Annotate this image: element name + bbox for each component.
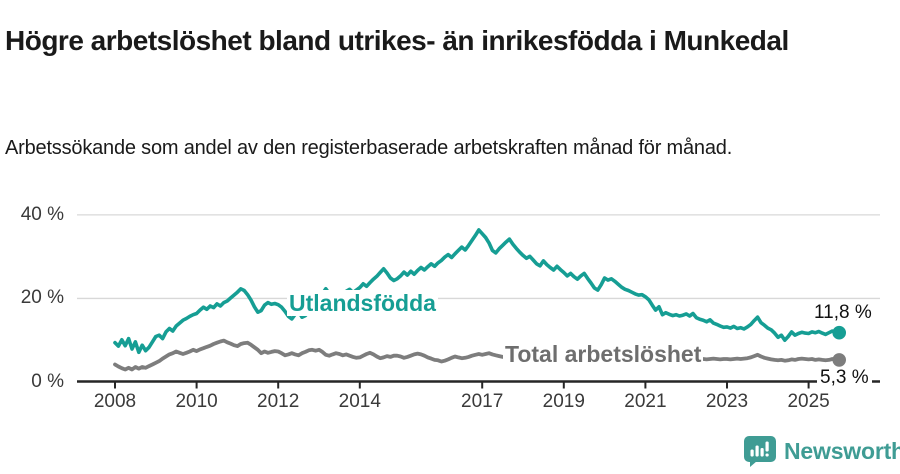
x-axis-label: 2023	[705, 391, 749, 412]
series-label-total-arbetsloshet: Total arbetslöshet	[503, 341, 704, 368]
x-axis-label: 2008	[93, 391, 137, 412]
x-axis-label: 2012	[257, 391, 300, 412]
newsworthy-icon	[744, 436, 776, 467]
series-label-utlandsfodda: Utlandsfödda	[287, 290, 438, 317]
x-axis-ticks	[114, 381, 810, 389]
newsworthy-logo[interactable]: Newsworthy	[744, 436, 900, 467]
end-dot-total	[832, 353, 846, 367]
x-axis-label: 2017	[461, 391, 504, 412]
page-title: Högre arbetslöshet bland utrikes- än inr…	[5, 24, 789, 56]
end-value-label-total: 5,3 %	[817, 367, 872, 389]
x-axis-label: 2019	[542, 391, 585, 412]
x-axis-label: 2010	[175, 391, 218, 412]
x-axis-label: 2025	[787, 391, 830, 412]
end-dot-utlandsfodda	[832, 325, 846, 340]
chart-subtitle: Arbetssökande som andel av den registerb…	[5, 137, 733, 159]
y-axis-label: 40 %	[20, 203, 64, 225]
y-axis-label: 0 %	[31, 371, 64, 392]
x-axis-label: 2014	[338, 391, 381, 412]
end-value-label-utlandsfodda: 11,8 %	[814, 302, 872, 323]
line-total-arbetsloshet	[113, 338, 842, 372]
newsworthy-wordmark: Newsworthy	[784, 438, 900, 464]
line-utlandsfodda	[113, 228, 842, 355]
y-axis-label: 20 %	[20, 287, 64, 309]
gridlines	[77, 214, 880, 300]
x-axis-label: 2021	[624, 391, 667, 412]
